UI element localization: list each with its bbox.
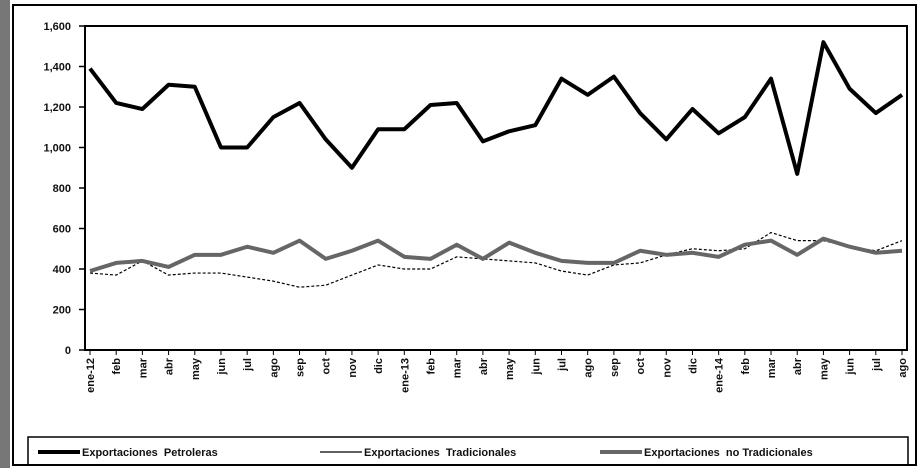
- x-tick-label: jul: [556, 358, 568, 372]
- x-tick-label: ene-14: [714, 357, 726, 393]
- y-tick-label: 1,400: [43, 62, 71, 74]
- x-tick-label: jul: [242, 358, 254, 372]
- x-tick-label: mar: [452, 357, 464, 378]
- x-tick-label: mar: [137, 357, 149, 378]
- y-tick-label: 1,000: [43, 143, 71, 155]
- x-tick-label: ago: [583, 358, 595, 378]
- x-tick-label: may: [818, 357, 830, 380]
- series-line: [89, 231, 903, 288]
- x-tick-label: oct: [635, 358, 647, 375]
- y-tick-label: 0: [65, 345, 71, 357]
- y-tick-label: 1,200: [43, 102, 71, 114]
- x-tick-label: nov: [347, 357, 359, 377]
- x-tick-label: jun: [216, 358, 228, 376]
- series-line: [89, 236, 903, 273]
- legend-label: Exportaciones Tradicionales: [364, 447, 516, 459]
- y-tick-label: 400: [53, 264, 71, 276]
- x-tick-label: abr: [478, 357, 490, 375]
- y-tick-label: 600: [53, 224, 71, 236]
- x-tick-label: mar: [766, 357, 778, 378]
- side-strip: [0, 0, 10, 468]
- y-tick-label: 1,600: [43, 21, 71, 33]
- legend-label: Exportaciones Petroleras: [82, 447, 218, 459]
- x-tick-label: sep: [295, 358, 307, 377]
- x-tick-label: may: [190, 357, 202, 380]
- x-tick-label: oct: [321, 358, 333, 375]
- x-tick-label: ene-12: [85, 358, 97, 393]
- x-tick-label: feb: [111, 358, 123, 375]
- x-tick-label: jun: [530, 358, 542, 376]
- y-tick-label: 200: [53, 305, 71, 317]
- x-tick-label: may: [504, 357, 516, 380]
- plot-area: [84, 25, 908, 351]
- x-tick-label: jul: [871, 358, 883, 372]
- x-tick-label: ago: [268, 358, 280, 378]
- x-tick-label: nov: [661, 357, 673, 377]
- x-tick-label: sep: [609, 358, 621, 377]
- x-tick-label: abr: [792, 357, 804, 375]
- legend-box: [27, 436, 909, 466]
- x-tick-label: dic: [687, 358, 699, 374]
- x-tick-label: dic: [373, 358, 385, 374]
- y-tick-label: 800: [53, 183, 71, 195]
- x-tick-label: ago: [897, 358, 909, 378]
- x-tick-label: feb: [426, 358, 438, 375]
- x-tick-label: ene-13: [399, 358, 411, 393]
- x-tick-label: feb: [740, 358, 752, 375]
- x-tick-label: jun: [845, 358, 857, 376]
- legend-label: Exportaciones no Tradicionales: [644, 447, 813, 459]
- series-line: [88, 40, 904, 176]
- x-tick-label: abr: [164, 357, 176, 375]
